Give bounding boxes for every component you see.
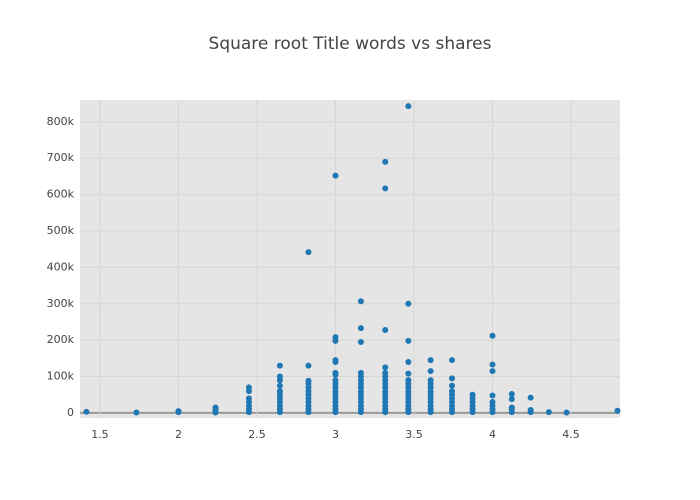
- point: [545, 409, 552, 416]
- point: [489, 398, 496, 405]
- point: [405, 377, 412, 384]
- point: [357, 298, 364, 305]
- point: [332, 369, 339, 376]
- y-tick-label: 200k: [47, 333, 75, 346]
- x-tick-label: 3: [332, 428, 339, 441]
- point: [382, 185, 389, 192]
- point: [405, 300, 412, 307]
- point: [245, 384, 252, 391]
- point: [382, 158, 389, 165]
- point: [332, 172, 339, 179]
- point: [489, 392, 496, 399]
- point: [276, 388, 283, 395]
- point: [527, 406, 534, 413]
- plot-area: [80, 100, 620, 418]
- y-tick-label: 500k: [47, 224, 75, 237]
- point: [245, 395, 252, 402]
- y-tick-label: 100k: [47, 370, 75, 383]
- point: [508, 396, 515, 403]
- point: [427, 357, 434, 364]
- point: [133, 409, 140, 416]
- x-tick-label: 4: [489, 428, 496, 441]
- point: [563, 409, 570, 416]
- point: [357, 338, 364, 345]
- point: [508, 390, 515, 397]
- chart-title: Square root Title words vs shares: [209, 34, 492, 54]
- point: [448, 382, 455, 389]
- point: [405, 337, 412, 344]
- point: [469, 391, 476, 398]
- point: [276, 362, 283, 369]
- x-tick-label: 2.5: [248, 428, 266, 441]
- point: [212, 404, 219, 411]
- point: [527, 394, 534, 401]
- point: [405, 358, 412, 365]
- point: [508, 404, 515, 411]
- point: [332, 377, 339, 384]
- point: [305, 377, 312, 384]
- point: [405, 103, 412, 110]
- x-tick-label: 2: [175, 428, 182, 441]
- point: [175, 408, 182, 415]
- point: [448, 388, 455, 395]
- point: [357, 325, 364, 332]
- y-tick-label: 600k: [47, 188, 75, 201]
- y-tick-label: 300k: [47, 297, 75, 310]
- x-tick-label: 4.5: [562, 428, 580, 441]
- point: [427, 377, 434, 384]
- point: [382, 369, 389, 376]
- point: [489, 368, 496, 375]
- point: [332, 357, 339, 364]
- y-tick-label: 800k: [47, 115, 75, 128]
- point: [276, 373, 283, 380]
- y-tick-label: 700k: [47, 151, 75, 164]
- point: [382, 364, 389, 371]
- x-tick-label: 3.5: [405, 428, 423, 441]
- point: [305, 362, 312, 369]
- y-tick-label: 400k: [47, 260, 75, 273]
- point: [427, 368, 434, 375]
- point: [405, 370, 412, 377]
- point: [276, 382, 283, 389]
- point: [305, 249, 312, 256]
- point: [489, 332, 496, 339]
- point: [382, 326, 389, 333]
- point: [614, 407, 621, 414]
- point: [83, 408, 90, 415]
- point: [448, 375, 455, 382]
- point: [448, 357, 455, 364]
- point: [357, 369, 364, 376]
- point: [489, 361, 496, 368]
- y-tick-label: 0: [67, 406, 74, 419]
- point: [332, 334, 339, 341]
- x-tick-label: 1.5: [91, 428, 109, 441]
